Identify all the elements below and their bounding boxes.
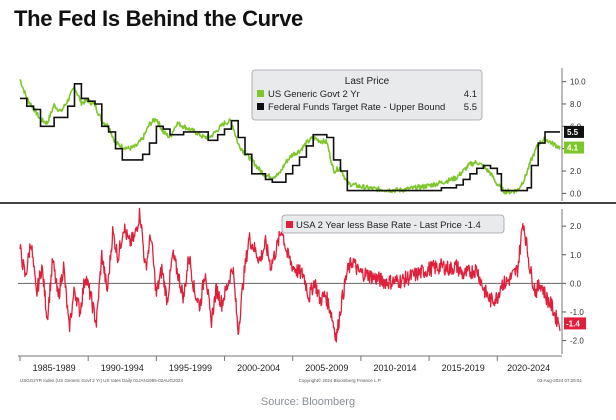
top-legend-swatch [257,90,264,97]
svg-text:-1.4: -1.4 [566,319,580,328]
footer-right: 03-Aug-2024 07:25:51 [537,378,582,383]
x-axis: 1985-1989 1990-1994 1995-1999 2000-2004 2005… [18,355,562,373]
x-tick-label: 2005-2009 [305,363,348,373]
source-note: Source: Bloomberg [260,396,356,408]
svg-text:4.1: 4.1 [567,144,579,153]
bottom-legend-swatch [286,221,293,228]
footer-mid: Copyright© 2024 Bloomberg Finance L.P. [299,377,382,383]
bottom-y-tick-label: 1.0 [570,251,582,260]
bottom-y-tick-label: -1.0 [570,308,584,317]
top-legend-entry: Federal Funds Target Rate - Upper Bound [268,102,445,113]
x-tick-label: 2015-2019 [442,363,485,373]
x-tick-label: 1990-1994 [101,363,144,373]
top-last-value-tag: 5.5 [564,125,584,138]
page-title: The Fed Is Behind the Curve [14,6,303,31]
x-tick-label: 2010-2014 [373,363,416,373]
x-tick-label: 1985-1989 [33,363,76,373]
svg-text:5.5: 5.5 [567,128,579,137]
top-y-tick-label: 10.0 [570,78,586,87]
fedfunds-step-line [20,83,560,192]
govt2y-line [19,79,561,195]
top-legend-entry: US Generic Govt 2 Yr [268,89,360,100]
top-legend-title: Last Price [345,76,390,87]
top-last-value-tag: 4.1 [564,141,584,154]
x-tick-label: 1995-1999 [169,363,212,373]
spread-line [19,207,561,343]
bottom-y-tick-label: -2.0 [570,337,584,346]
bottom-last-value-tag: -1.4 [564,317,586,330]
footer-left: USGG2YR Index (US Generic Govt 2 Yr) US … [20,378,183,383]
bottom-y-tick-label: 0.0 [570,279,582,288]
x-tick-label: 2020-2024 [507,363,550,373]
bottom-legend: USA 2 Year less Base Rate - Last Price -… [281,214,505,234]
top-legend-swatch [257,103,264,110]
top-y-tick-label: 0.0 [570,189,582,198]
top-legend-value: 4.1 [464,89,477,100]
x-tick-label: 2000-2004 [237,363,280,373]
top-legend: Last Price US Generic Govt 2 Yr 4.1 Federal… [251,69,483,121]
bottom-panel: 2.0 1.0 0.0 -1.0 -2.0 -1.4 USA 2 Year less Bas… [18,207,586,354]
top-y-tick-label: 2.0 [570,167,582,176]
bottom-y-tick-label: 2.0 [570,222,582,231]
top-legend-value: 5.5 [464,102,477,113]
bottom-legend-entry: USA 2 Year less Base Rate - Last Price -… [296,220,481,231]
top-y-tick-label: 8.0 [570,100,582,109]
